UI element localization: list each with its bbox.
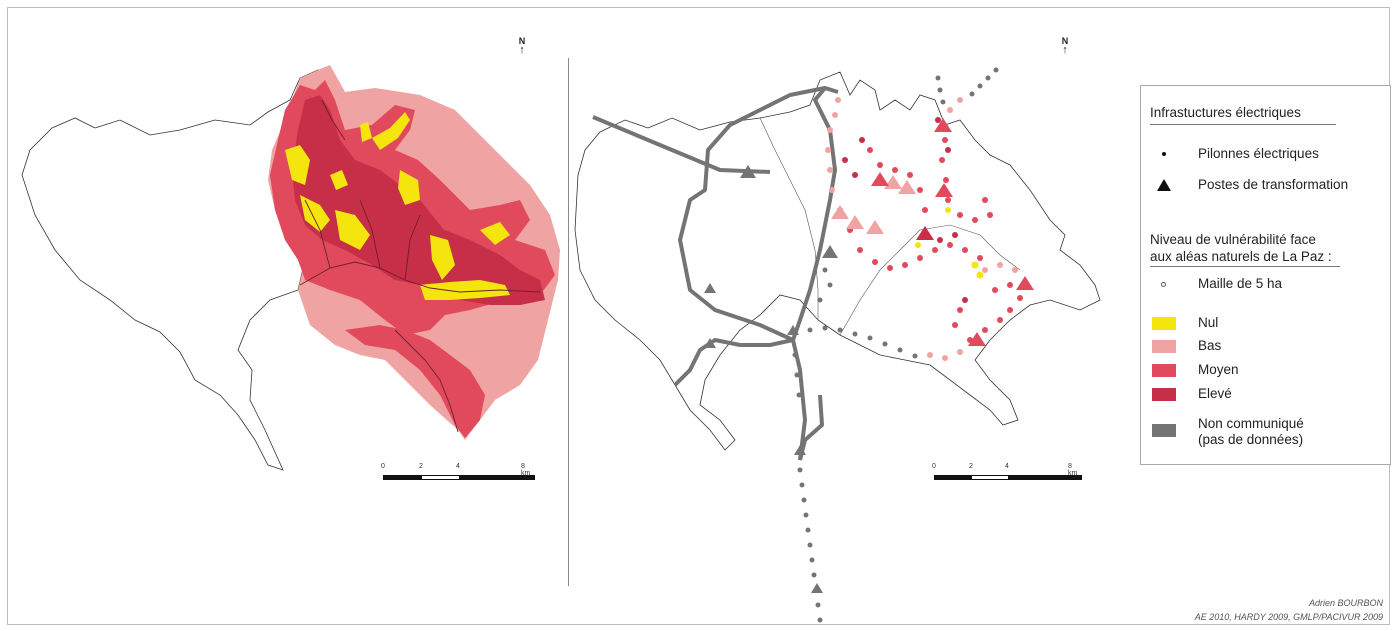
right-map [574,67,1101,623]
credit-author: Adrien BOURBON [1308,598,1383,608]
legend-section-vulnerability: Niveau de vulnérabilité face aux aléas n… [1150,231,1340,267]
legend-row-grid-cell: Maille de 5 ha [1152,276,1282,292]
legend-swatch-bas [1152,339,1176,353]
scale-tick: 0 [381,463,385,470]
legend-label-no-data-line2: (pas de données) [1198,432,1304,447]
substation-triangle-icon [1157,179,1171,191]
legend-row-no-data: Non communiqué (pas de données) [1152,416,1304,448]
legend-label-grid-cell: Maille de 5 ha [1198,276,1283,291]
right-lines-no-data [592,86,839,461]
right-dots-nul [915,207,984,279]
right-dots-no-data [792,67,999,623]
legend-label-moyen: Moyen [1198,362,1239,377]
legend-label-eleve: Elevé [1198,386,1232,401]
north-arrow-icon: ↑ [519,44,525,56]
scale-tick: 2 [419,463,423,470]
legend-section-infra: Infrastuctures électriques [1150,104,1336,125]
legend-row-moyen: Moyen [1152,362,1239,378]
left-municipal-boundary [21,69,346,471]
scale-tick: 8 km [1068,463,1078,477]
legend-swatch-moyen [1152,363,1176,377]
legend-label-bas: Bas [1198,338,1222,353]
left-scale-bar: 0 2 4 8 km [381,463,535,480]
right-scale-bar: 0 2 4 8 km [932,463,1082,480]
credit-sources: AE 2010, HARDY 2009, GMLP/PACIVUR 2009 [1194,612,1383,622]
scale-tick: 8 km [521,463,531,477]
scale-tick: 4 [1005,463,1009,470]
legend-row-pylons: Pilonnes électriques [1152,146,1319,162]
right-triangles-moyen [871,118,1034,346]
legend-swatch-eleve [1152,387,1176,401]
grid-cell-circle-icon [1161,281,1166,287]
left-north-arrow: N ↑ [514,36,530,56]
north-arrow-icon: ↑ [1062,44,1068,56]
legend-label-substations: Postes de transformation [1198,177,1349,192]
right-triangles-eleve [916,226,934,240]
legend-swatch-no-data [1152,424,1176,437]
legend-label-nul: Nul [1198,315,1219,330]
legend-label-no-data: Non communiqué (pas de données) [1178,416,1304,448]
left-river-lines [299,99,541,433]
left-map [21,65,560,471]
right-triangles-no-data [704,165,838,593]
right-north-label: N [1061,36,1069,46]
legend-swatch-nul [1152,316,1176,330]
right-north-arrow: N ↑ [1057,36,1073,56]
left-north-label: N [518,36,526,46]
legend-row-bas: Bas [1152,338,1221,354]
legend-label-pylons: Pilonnes électriques [1198,146,1319,161]
left-zone-nul [285,112,510,300]
legend-row-eleve: Elevé [1152,386,1232,402]
map-divider [568,58,569,586]
left-zone-eleve [292,95,470,285]
right-dots-bas [825,97,1018,361]
scale-tick: 0 [932,463,936,470]
map-legend: Infrastuctures électriques Pilonnes élec… [1140,85,1391,465]
scale-tick: 2 [969,463,973,470]
legend-row-substations: Postes de transformation [1152,177,1348,193]
pylon-dot-icon [1162,152,1166,156]
legend-label-no-data-line1: Non communiqué [1198,416,1304,431]
right-municipal-boundary [574,71,1101,451]
right-inner-boundaries [759,117,1021,336]
legend-row-nul: Nul [1152,315,1218,331]
scale-tick: 4 [456,463,460,470]
left-zone-moyen-valley [345,325,485,438]
